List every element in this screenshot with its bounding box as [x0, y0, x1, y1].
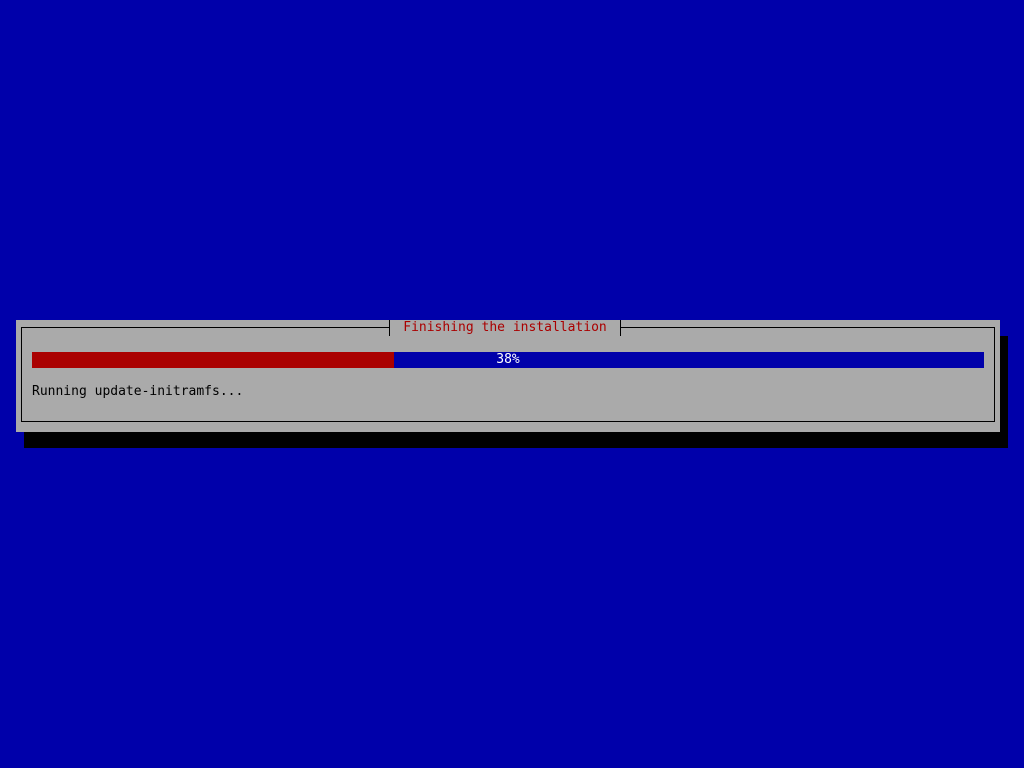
progress-bar-fill	[32, 352, 394, 368]
progress-dialog: Finishing the installation 38% Running u…	[16, 320, 1000, 432]
progress-percent: 38%	[496, 352, 520, 367]
dialog-title: Finishing the installation	[389, 320, 621, 336]
dialog-frame	[21, 327, 995, 422]
progress-bar: 38%	[32, 352, 984, 368]
status-text: Running update-initramfs...	[32, 384, 244, 399]
